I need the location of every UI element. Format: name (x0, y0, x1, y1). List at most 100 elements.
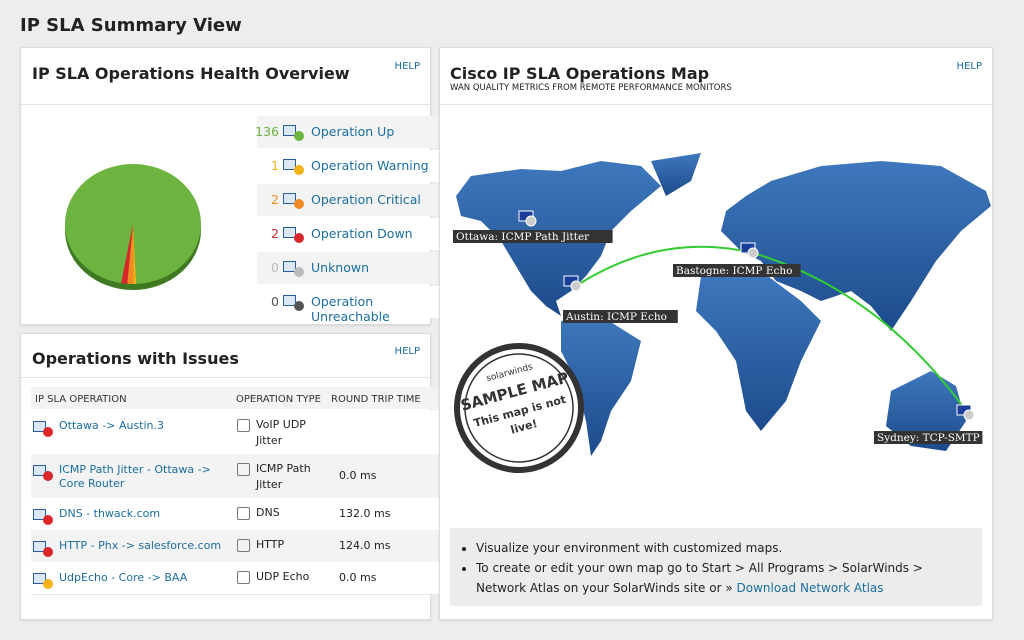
node-dot (525, 215, 537, 227)
sla-icon (33, 541, 46, 552)
node-label: Sydney: TCP-SMTP (877, 432, 980, 444)
status-dot (294, 267, 304, 277)
operation-link[interactable]: HTTP - Phx -> salesforce.com (59, 539, 222, 552)
operation-type: ICMP Path Jitter (256, 462, 311, 491)
sla-icon (283, 125, 296, 136)
bullet: To create or edit your own map go to Sta… (476, 558, 976, 598)
bullet-text: To create or edit your own map go to Sta… (476, 561, 923, 595)
type-icon (237, 463, 250, 476)
sla-icon (33, 573, 46, 584)
help-link[interactable]: HELP (956, 61, 982, 72)
panel-subtitle: WAN QUALITY METRICS FROM REMOTE PERFORMA… (450, 83, 732, 93)
pie-chart (64, 164, 201, 290)
status-dot (43, 515, 53, 525)
status-dot (43, 427, 53, 437)
sla-icon (283, 193, 296, 204)
table-header (31, 387, 439, 409)
operation-link[interactable]: DNS - thwack.com (59, 507, 161, 520)
type-icon (237, 507, 250, 520)
divider (21, 104, 430, 105)
sla-icon (283, 159, 296, 170)
table-row: UdpEcho - Core -> BAA UDP Echo 0.0 ms (31, 562, 439, 595)
status-row: 0 Unknown (257, 252, 443, 284)
download-link[interactable]: Download Network Atlas (736, 581, 884, 595)
status-label[interactable]: Operation Up (311, 124, 395, 139)
status-row: 0 Operation Unreachable (257, 286, 443, 324)
operation-type: HTTP (256, 538, 285, 551)
status-row: 2 Operation Critical (257, 184, 443, 216)
node-label: Ottawa: ICMP Path Jitter (456, 231, 590, 243)
operation-link[interactable]: UdpEcho - Core -> BAA (59, 571, 188, 584)
status-count: 136 (255, 124, 279, 139)
help-link[interactable]: HELP (394, 61, 420, 72)
type-icon (237, 571, 250, 584)
type-icon (237, 419, 250, 432)
status-label[interactable]: Operation Down (311, 226, 413, 241)
sla-icon (33, 465, 46, 476)
node-dot (963, 409, 975, 421)
status-count: 2 (271, 192, 279, 207)
node-label: Bastogne: ICMP Echo (676, 265, 792, 277)
panel-title: Operations with Issues (32, 349, 239, 368)
pie-slice (121, 224, 133, 284)
operation-link[interactable]: ICMP Path Jitter - Ottawa -> Core Router (59, 463, 211, 490)
status-dot (294, 301, 304, 311)
table-row: HTTP - Phx -> salesforce.com HTTP 124.0 ms (31, 530, 439, 563)
panel-title: IP SLA Operations Health Overview (32, 64, 350, 83)
page-title: IP SLA Summary View (20, 15, 242, 36)
status-label[interactable]: Operation Unreachable (311, 294, 390, 324)
status-dot (43, 579, 53, 589)
operation-type: DNS (256, 506, 280, 519)
round-trip-time: 0.0 ms (339, 571, 377, 584)
operation-link[interactable]: Ottawa -> Austin.3 (59, 419, 165, 432)
status-dot (43, 547, 53, 557)
table-row: Ottawa -> Austin.3 VoIP UDP Jitter (31, 410, 439, 455)
status-dot (294, 199, 304, 209)
round-trip-time: 124.0 ms (339, 539, 391, 552)
status-count: 0 (271, 294, 279, 309)
type-icon (237, 539, 250, 552)
sla-icon (283, 261, 296, 272)
status-dot (43, 471, 53, 481)
status-row: 136 Operation Up (255, 116, 443, 148)
help-link[interactable]: HELP (394, 346, 420, 357)
node-dot (747, 247, 759, 259)
status-row: 2 Operation Down (257, 218, 443, 250)
status-count: 0 (271, 260, 279, 275)
pie-slice (127, 224, 134, 284)
round-trip-time: 132.0 ms (339, 507, 391, 520)
sla-icon (33, 421, 46, 432)
status-label[interactable]: Operation Warning (311, 158, 429, 173)
status-label[interactable]: Operation Critical (311, 192, 421, 207)
round-trip-time: 0.0 ms (339, 469, 377, 482)
health-panel: IP SLA Operations Health Overview HELP 1… (20, 47, 443, 325)
operation-type: VoIP UDP Jitter (256, 418, 306, 447)
node-label: Austin: ICMP Echo (565, 311, 667, 323)
sla-icon (33, 509, 46, 520)
status-row: 1 Operation Warning (257, 150, 443, 182)
panel-title: Cisco IP SLA Operations Map (450, 64, 710, 83)
node-dot (570, 280, 582, 292)
divider (21, 377, 430, 378)
column-header: ROUND TRIP TIME (331, 394, 421, 405)
column-header: OPERATION TYPE (236, 394, 321, 405)
sla-icon (283, 295, 296, 306)
pie-slice (133, 224, 137, 284)
map-panel: Cisco IP SLA Operations Map WAN QUALITY … (439, 47, 993, 620)
world-map: Ottawa: ICMP Path Jitter Austin: ICMP Ech… (453, 153, 991, 473)
pie-slice (64, 164, 201, 284)
status-label[interactable]: Unknown (311, 260, 370, 275)
node-label-bg (453, 230, 613, 243)
table-row: DNS - thwack.com DNS 132.0 ms (31, 498, 439, 531)
divider (440, 104, 992, 105)
bullet: Visualize your environment with customiz… (476, 538, 976, 558)
column-header: IP SLA OPERATION (35, 394, 127, 405)
status-count: 2 (271, 226, 279, 241)
issues-panel: Operations with Issues HELP IP SLA OPERA… (20, 333, 439, 620)
status-count: 1 (271, 158, 279, 173)
sla-icon (283, 227, 296, 238)
operation-type: UDP Echo (256, 570, 310, 583)
node-label-bg (563, 310, 678, 323)
node-label-bg (673, 264, 801, 277)
